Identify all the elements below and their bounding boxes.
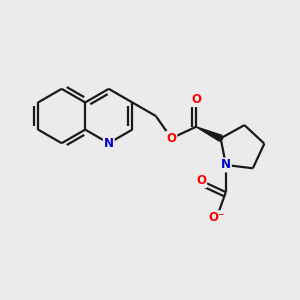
Polygon shape [196,127,222,141]
Text: O⁻: O⁻ [208,211,225,224]
Text: N: N [104,137,114,150]
Text: O: O [167,132,176,145]
Text: O: O [196,174,206,187]
Text: N: N [221,158,231,172]
Text: O: O [191,93,201,106]
